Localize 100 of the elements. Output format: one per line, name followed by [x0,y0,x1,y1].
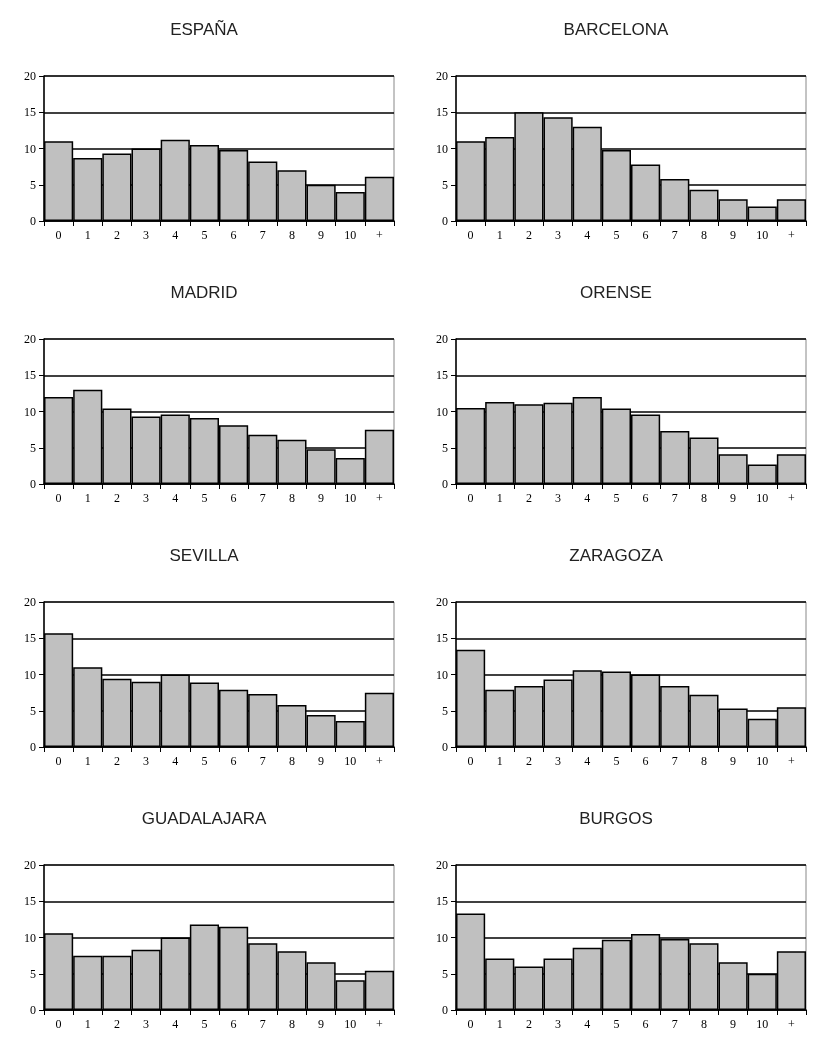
y-tick-label: 10 [24,930,36,945]
x-tick-label: 3 [143,754,150,768]
x-tick-label: 5 [201,228,208,242]
x-tick-label: + [788,491,796,505]
x-tick-label: 3 [143,228,150,242]
x-tick-label: 6 [230,754,237,768]
y-tick-label: 15 [24,368,36,383]
x-tick-label: 8 [288,754,295,768]
x-tick-label: 1 [496,491,503,505]
x-tick-label: 5 [201,1017,208,1031]
x-tick-label: 8 [288,228,295,242]
x-tick-label: 1 [84,754,91,768]
x-tick-label: 10 [344,754,357,768]
chart-title: ESPAÑA [170,20,239,39]
x-tick-label: 9 [318,754,325,768]
x-tick-label: 9 [730,1017,737,1031]
y-tick-label: 15 [436,105,448,120]
x-tick-label: 3 [555,228,562,242]
x-tick-label: 6 [642,491,649,505]
chart-title: GUADALAJARA [141,809,268,828]
x-tick-label: 6 [230,1017,237,1031]
x-tick-label: 6 [230,228,237,242]
x-tick-label: 7 [259,491,266,505]
x-tick-label: + [376,1017,384,1031]
y-tick-label: 5 [30,177,36,192]
x-tick-label: 8 [700,1017,707,1031]
x-tick-label: 9 [730,754,737,768]
x-tick-label: 3 [555,754,562,768]
x-tick-label: 4 [172,754,179,768]
y-tick-label: 10 [436,404,448,419]
x-tick-label: 0 [467,1017,474,1031]
x-tick-label: + [788,1017,796,1031]
x-tick-label: + [376,754,384,768]
y-tick-label: 0 [30,1003,36,1017]
y-tick-label: 20 [24,332,36,346]
x-tick-label: 5 [613,1017,620,1031]
x-tick-label: 8 [288,491,295,505]
y-tick-label: 15 [436,631,448,646]
x-tick-label: 5 [613,754,620,768]
y-tick-label: 5 [30,703,36,718]
y-tick-label: 0 [442,1003,448,1017]
y-tick-label: 10 [436,930,448,945]
x-tick-label: 6 [642,228,649,242]
y-tick-label: 20 [436,858,448,872]
x-tick-label: 1 [84,1017,91,1031]
x-tick-label: 2 [113,754,120,768]
x-tick-label: 9 [318,491,325,505]
y-tick-label: 5 [442,177,448,192]
x-tick-label: 6 [642,754,649,768]
x-tick-label: 7 [671,228,678,242]
y-tick-label: 10 [436,667,448,682]
x-tick-label: 7 [259,754,266,768]
y-tick-label: 5 [442,440,448,455]
x-tick-label: 4 [584,1017,591,1031]
x-tick-label: 10 [344,228,357,242]
y-tick-label: 0 [442,477,448,491]
y-tick-label: 20 [436,332,448,346]
y-tick-label: 15 [24,894,36,909]
x-tick-label: 4 [584,754,591,768]
x-tick-label: 5 [613,491,620,505]
y-tick-label: 5 [442,703,448,718]
x-tick-label: 7 [671,754,678,768]
y-tick-label: 10 [436,141,448,156]
x-tick-label: 6 [642,1017,649,1031]
x-tick-label: 9 [730,491,737,505]
x-tick-label: + [376,228,384,242]
x-tick-label: 10 [344,491,357,505]
x-tick-label: 0 [55,491,62,505]
x-tick-label: 7 [671,1017,678,1031]
x-tick-label: 2 [113,491,120,505]
x-tick-label: 5 [613,228,620,242]
y-tick-label: 0 [30,740,36,754]
x-tick-label: 2 [113,1017,120,1031]
x-tick-label: 7 [259,228,266,242]
x-tick-label: 9 [318,1017,325,1031]
y-tick-label: 20 [24,69,36,83]
x-tick-label: 3 [555,491,562,505]
y-tick-label: 20 [24,595,36,609]
x-tick-label: 2 [525,491,532,505]
x-tick-label: 0 [55,754,62,768]
chart-title: ORENSE [580,283,652,302]
x-tick-label: 0 [55,228,62,242]
x-tick-label: 4 [172,1017,179,1031]
y-tick-label: 0 [442,214,448,228]
y-tick-label: 0 [30,477,36,491]
y-tick-label: 5 [30,966,36,981]
chart-title: MADRID [170,283,238,302]
chart-title: BARCELONA [563,20,670,39]
x-tick-label: 1 [84,228,91,242]
x-tick-label: 10 [756,491,769,505]
y-tick-label: 15 [436,368,448,383]
x-tick-label: 1 [496,1017,503,1031]
x-tick-label: 3 [555,1017,562,1031]
x-tick-label: 8 [288,1017,295,1031]
x-tick-label: 4 [172,228,179,242]
x-tick-label: 7 [259,1017,266,1031]
chart-title: ZARAGOZA [569,546,664,565]
x-tick-label: + [788,754,796,768]
y-tick-label: 0 [30,214,36,228]
x-tick-label: 4 [584,491,591,505]
